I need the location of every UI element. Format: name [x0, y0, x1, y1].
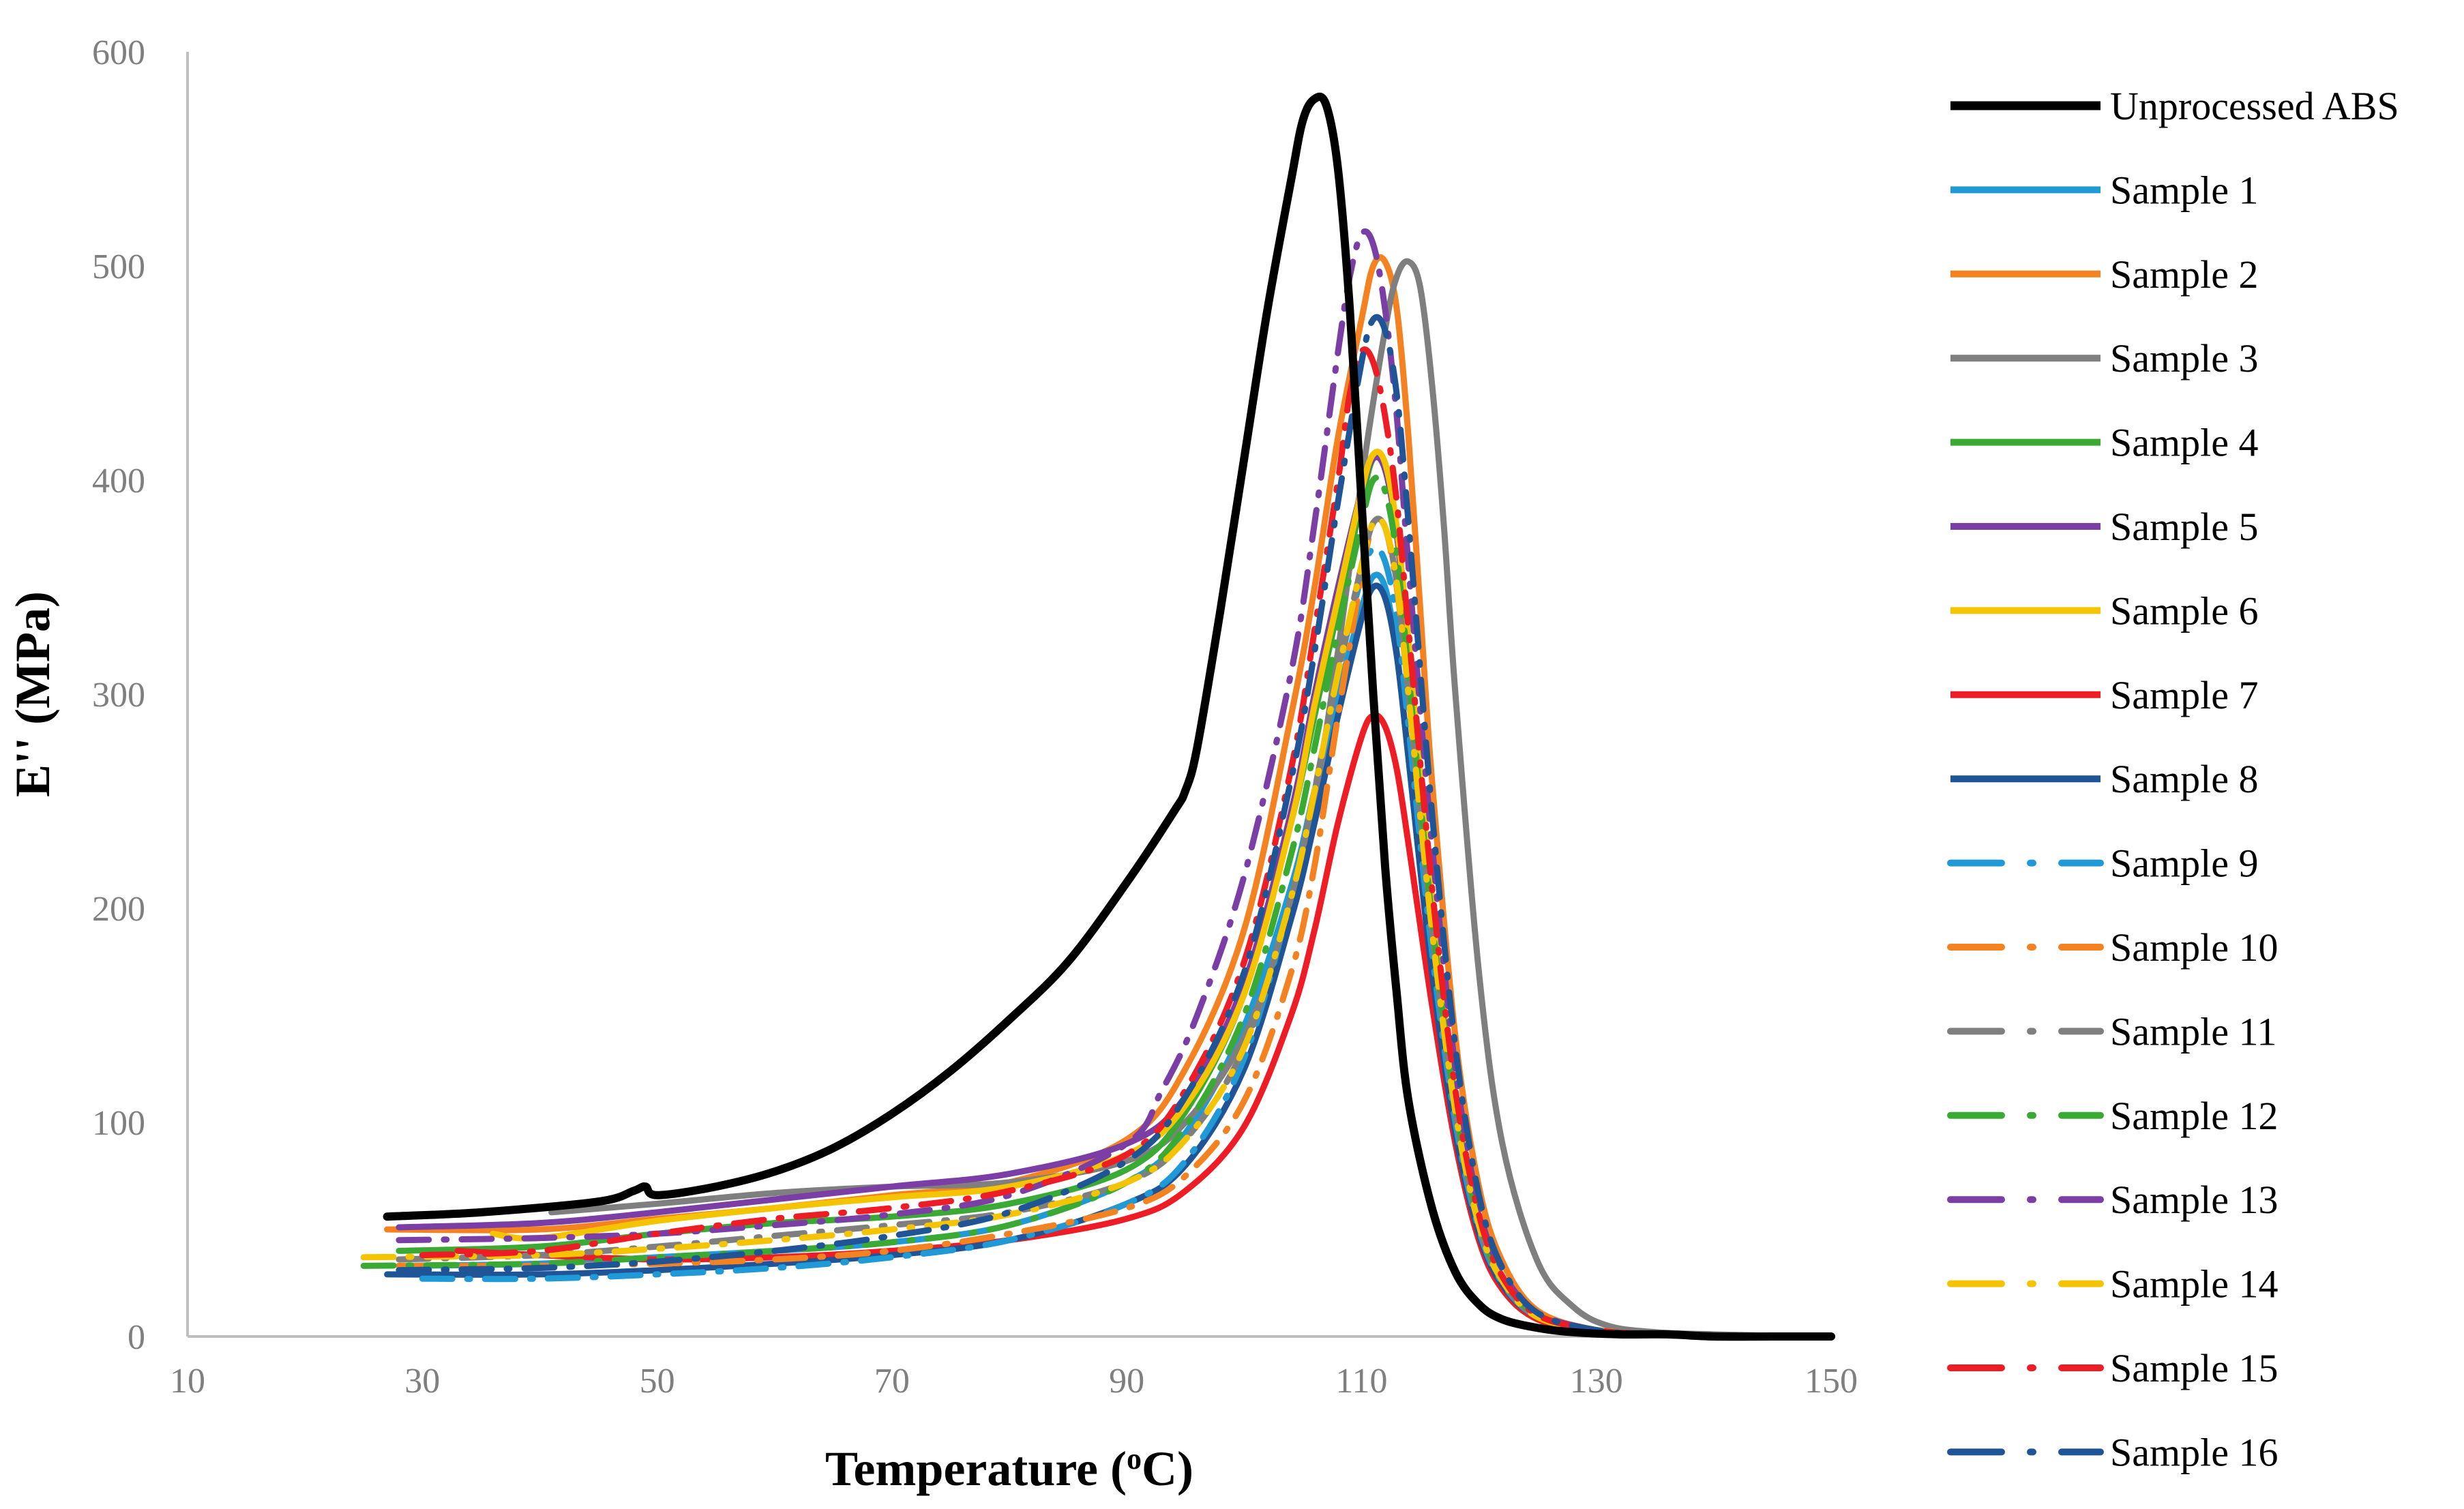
legend-label: Sample 1 [2110, 168, 2258, 212]
legend-item-sample-13: Sample 13 [1947, 1178, 2278, 1222]
y-tick-label: 100 [92, 1104, 145, 1143]
legend-item-sample-1: Sample 1 [1950, 168, 2258, 212]
legend-item-sample-12: Sample 12 [1947, 1094, 2278, 1138]
legend-item-sample-8: Sample 8 [1950, 757, 2258, 801]
series-line-unprocessed-abs [383, 92, 1835, 1341]
x-tick-label: 70 [874, 1362, 910, 1401]
series-group [360, 92, 1835, 1341]
legend: Unprocessed ABS Sample 1 Sample 2 Sample 3 S… [1947, 84, 2399, 1474]
legend-item-sample-16: Sample 16 [1947, 1430, 2278, 1474]
x-tick-labels: 10 30 50 70 90 110 130 150 [170, 1362, 1858, 1401]
legend-label: Sample 3 [2110, 336, 2258, 380]
legend-item-sample-4: Sample 4 [1950, 421, 2258, 465]
legend-label: Sample 8 [2110, 757, 2258, 801]
series-line-sample-9 [419, 544, 1811, 1340]
series-line-sample-6 [490, 449, 1811, 1340]
series-line-sample-14 [360, 516, 1811, 1340]
legend-label: Sample 5 [2110, 505, 2258, 549]
legend-label: Sample 10 [2110, 925, 2278, 970]
y-tick-label: 300 [92, 676, 145, 715]
y-tick-label: 0 [128, 1318, 145, 1357]
legend-label: Sample 14 [2110, 1262, 2278, 1306]
x-axis-title: Temperature (oC) [825, 1441, 1193, 1496]
legend-label: Sample 7 [2110, 673, 2258, 717]
y-tick-label: 600 [92, 33, 145, 72]
x-tick-label: 50 [640, 1362, 675, 1401]
series-line-sample-10 [396, 514, 1811, 1340]
series-line-sample-13 [396, 228, 1811, 1340]
x-tick-label: 10 [170, 1362, 205, 1401]
legend-item-sample-5: Sample 5 [1950, 505, 2258, 549]
legend-item-sample-2: Sample 2 [1950, 252, 2258, 297]
x-tick-label: 150 [1805, 1362, 1858, 1401]
legend-item-sample-15: Sample 15 [1947, 1346, 2278, 1390]
legend-item-sample-14: Sample 14 [1947, 1262, 2278, 1306]
y-tick-label: 400 [92, 462, 145, 500]
legend-label: Sample 11 [2110, 1009, 2276, 1054]
series-line-sample-15 [419, 346, 1811, 1340]
legend-item-sample-7: Sample 7 [1950, 673, 2258, 717]
y-tick-label: 200 [92, 890, 145, 929]
y-tick-labels: 0 100 200 300 400 500 600 [92, 33, 145, 1357]
legend-item-sample-11: Sample 11 [1947, 1009, 2276, 1054]
legend-label: Sample 13 [2110, 1178, 2278, 1222]
legend-item-sample-3: Sample 3 [1950, 336, 2258, 380]
x-tick-label: 90 [1109, 1362, 1144, 1401]
y-tick-label: 500 [92, 248, 145, 286]
axes: 0 100 200 300 400 500 600 10 30 50 70 90 110 130 150 [92, 33, 1858, 1401]
legend-label: Sample 4 [2110, 421, 2258, 465]
y-axis-title: E'' (MPa) [5, 591, 60, 797]
legend-label: Sample 12 [2110, 1094, 2278, 1138]
legend-label: Sample 15 [2110, 1346, 2278, 1390]
x-tick-label: 110 [1335, 1362, 1387, 1401]
legend-label: Sample 6 [2110, 588, 2258, 633]
x-tick-label: 130 [1570, 1362, 1623, 1401]
legend-item-sample-9: Sample 9 [1947, 841, 2258, 886]
legend-label: Sample 2 [2110, 252, 2258, 297]
legend-label: Unprocessed ABS [2110, 84, 2399, 128]
x-tick-label: 30 [404, 1362, 440, 1401]
x-axis-title-superscript: o [1127, 1442, 1142, 1476]
legend-label: Sample 9 [2110, 841, 2258, 886]
legend-item-unprocessed-abs: Unprocessed ABS [1950, 84, 2399, 128]
x-axis-title-text: Temperature ( [825, 1441, 1127, 1496]
series-line-sample-16 [396, 314, 1811, 1340]
x-axis-title-unit: C) [1142, 1441, 1193, 1496]
legend-item-sample-6: Sample 6 [1950, 588, 2258, 633]
legend-item-sample-10: Sample 10 [1947, 925, 2278, 970]
legend-label: Sample 16 [2110, 1430, 2278, 1474]
